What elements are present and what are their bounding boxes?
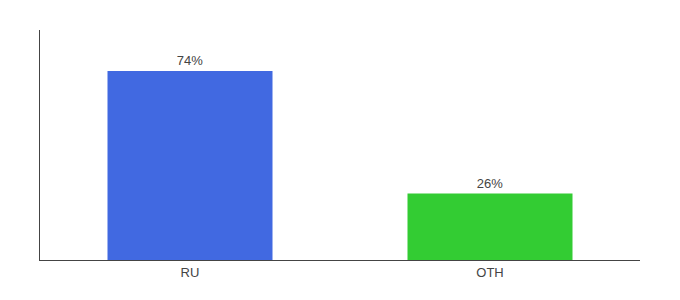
svg-text:74%: 74%: [177, 53, 203, 68]
svg-text:OTH: OTH: [476, 265, 503, 280]
svg-text:26%: 26%: [477, 176, 503, 191]
svg-text:RU: RU: [181, 265, 200, 280]
